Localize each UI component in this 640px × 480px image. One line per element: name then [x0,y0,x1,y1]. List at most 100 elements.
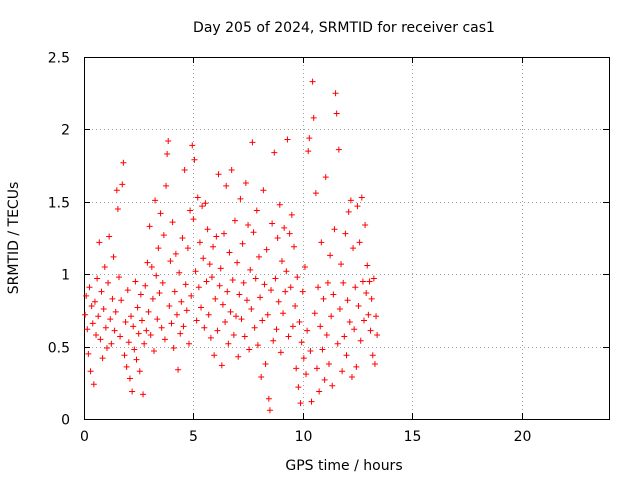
data-point [169,219,176,226]
data-point [113,187,120,194]
data-point [167,258,174,265]
data-point [305,148,312,155]
data-point [85,350,92,357]
data-point [136,368,143,375]
data-point [176,269,183,276]
data-point [148,263,155,270]
data-point [198,304,205,311]
axis-ticks: 0 5 10 15 20 0 0.5 1 1.5 2 2.5 [48,51,609,445]
data-point [182,281,189,288]
x-tick-label: 10 [295,429,313,445]
data-point [129,388,136,395]
x-tick-label: 20 [514,429,532,445]
data-point [195,284,202,291]
y-tick-label: 0.5 [48,341,70,357]
data-point [357,337,364,344]
data-point [179,235,186,241]
data-point [355,303,362,310]
data-point [128,313,135,320]
data-point [186,340,192,347]
data-point [294,274,301,281]
data-point [190,216,197,223]
data-point [199,203,206,210]
data-point [338,261,345,268]
data-point [271,149,278,156]
data-point [264,311,271,318]
data-point [140,391,147,398]
data-point [170,345,177,352]
data-point [96,239,103,246]
data-point [134,304,141,311]
data-point [120,159,127,166]
y-tick-label: 2.5 [48,51,70,67]
data-point [203,278,210,285]
data-point [309,78,316,85]
data-point [295,384,302,391]
data-point [234,259,241,266]
data-point [254,342,261,349]
data-point [346,318,353,325]
data-point [361,317,367,324]
data-point [312,190,319,197]
data-point [353,363,360,370]
data-point [253,207,260,214]
chart-title: Day 205 of 2024, SRMTID for receiver cas… [193,20,495,36]
data-point [138,317,145,324]
data-point [141,340,148,347]
data-point [261,281,268,288]
data-point [365,311,372,318]
data-point [133,356,140,363]
data-point [172,250,179,257]
data-point [122,318,129,325]
data-point [250,229,257,236]
data-point [145,308,152,315]
data-point [366,278,373,285]
data-point [126,375,133,382]
data-point [284,136,291,143]
data-point [206,261,213,268]
x-tick-label: 5 [189,429,198,445]
data-point [364,262,371,269]
data-point [224,288,231,295]
data-point [350,245,357,252]
data-point [225,340,232,347]
data-point [216,282,223,289]
data-point [124,287,131,294]
data-point [187,207,194,214]
data-point [163,182,170,189]
data-point [214,327,221,334]
data-point [221,230,227,237]
data-point [259,317,266,324]
data-point [313,365,320,372]
data-point [248,305,255,312]
data-point [166,303,173,310]
data-point [130,323,137,330]
data-point [215,171,222,178]
data-point [88,303,95,310]
data-point [332,90,339,97]
data-point [356,239,363,246]
data-point [227,308,234,315]
data-point [159,279,166,286]
data-point [278,258,285,265]
data-point [223,182,230,189]
data-point [288,211,295,218]
data-point [164,151,171,158]
data-point [183,307,190,314]
data-point [143,327,150,334]
data-point [226,249,233,256]
data-point [289,323,296,330]
data-point [200,255,207,262]
data-point [317,323,324,330]
data-point [262,360,269,367]
data-point [95,313,102,320]
data-point [300,355,307,362]
data-point [239,240,246,247]
data-point [335,146,342,153]
data-point [321,376,328,383]
data-point [173,311,180,318]
data-point [168,320,175,327]
data-point [318,239,325,246]
data-point [135,330,142,337]
